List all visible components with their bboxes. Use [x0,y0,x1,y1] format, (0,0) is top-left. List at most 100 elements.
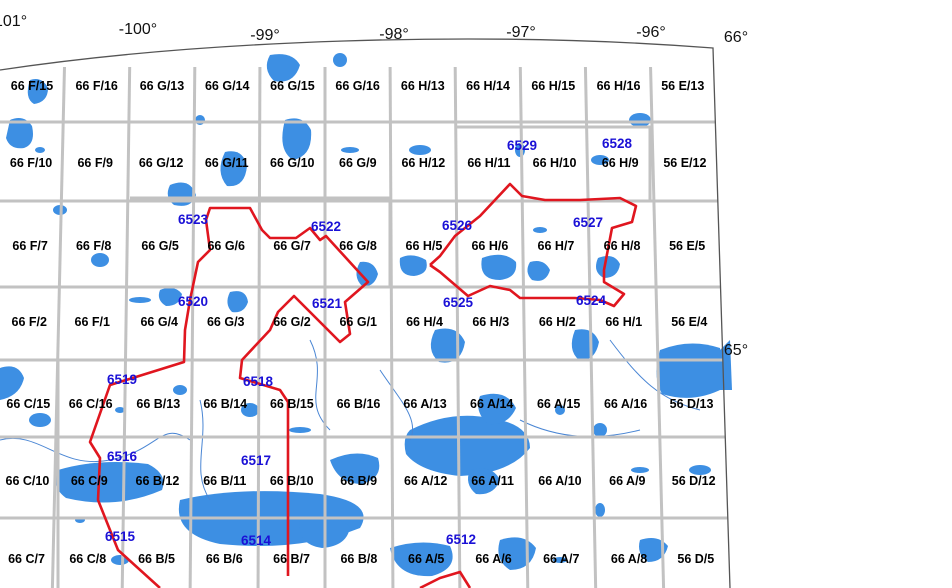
nts-tile-label: 66 H/13 [401,79,445,93]
grid-line-v-10 [649,66,666,588]
nts-tile-label: 66 A/6 [475,552,511,566]
nts-tile-label: 66 A/13 [403,397,446,411]
river-5 [379,369,414,441]
nts-tile-label: 66 A/8 [611,552,647,566]
nts-tile-label: 66 G/8 [339,239,377,253]
nts-tile-label: 66 A/9 [609,474,645,488]
nts-tile-label: 66 A/16 [604,397,647,411]
nts-tile-label: 66 H/9 [602,156,639,170]
block-border-g [130,196,392,288]
nts-tile-label: 56 D/13 [670,397,714,411]
nts-tile-label: 66 G/15 [270,79,315,93]
small-lake-3 [129,297,151,303]
nts-tile-label: 66 A/14 [470,397,513,411]
nts-tile-label: 66 B/15 [270,397,314,411]
nts-tile-label: 66 H/4 [406,315,443,329]
nts-tile-label: 66 B/6 [206,552,243,566]
nts-tile-label: 66 H/1 [605,315,642,329]
small-lake-7 [409,145,431,155]
nts-tile-label: 66 C/15 [6,397,50,411]
nts-tile-label: 66 H/8 [604,239,641,253]
nts-tile-label: 66 G/1 [339,315,377,329]
nts-tile-labels: 66 F/15 66 F/16 66 G/13 66 G/14 66 G/15 66 G/… [6,79,716,566]
nts-tile-label: 66 H/2 [539,315,576,329]
lake-9 [356,261,378,287]
map-frame [0,38,731,588]
zone-label: 6521 [312,296,343,311]
lake-17 [0,366,24,400]
nts-tile-label: 66 B/10 [270,474,314,488]
zone-label: 6529 [507,138,537,153]
grid-line-v-2 [120,66,132,588]
nts-tile-label: 66 B/9 [340,474,377,488]
nts-tile-label: 66 G/4 [140,315,178,329]
map-frame-line [0,38,731,588]
grid-line-v-3 [188,66,197,588]
nts-tile-label: 66 F/8 [76,239,111,253]
nts-tile-label: 66 C/10 [6,474,50,488]
grid-line-v-4 [256,66,262,588]
zone-label: 6524 [576,293,607,308]
nts-tile-label: 66 G/11 [205,156,249,170]
zone-label: 6523 [178,212,209,227]
small-lake-5 [333,53,347,67]
route-east [204,206,370,576]
zone-label: 6518 [243,374,274,389]
small-lake-21 [553,557,567,563]
river-2 [609,339,701,411]
nts-tile-label: 66 H/10 [533,156,577,170]
nts-tile-label: 66 A/5 [408,552,444,566]
grid-line-v-6 [388,66,395,588]
nts-tile-label: 66 G/13 [140,79,185,93]
lake-27 [639,538,668,562]
grid-line-v-8 [518,66,530,588]
lake-5 [282,118,312,160]
small-lake-10 [591,155,609,165]
zone-labels: 6523 6522 6526 6529 6528 6527 6520 6521 6525 6524… [105,136,633,548]
zone-label: 6520 [178,294,208,309]
nts-tile-label: 66 H/3 [472,315,509,329]
river-1 [309,339,331,431]
small-lake-9 [533,227,547,233]
lakes-layer [0,53,732,577]
nts-tile-label: 66 G/10 [270,156,315,170]
nts-tile-label: 66 A/15 [537,397,580,411]
small-lake-23 [29,413,51,427]
nts-tile-label: 66 H/12 [401,156,445,170]
longitude-label: 101° [0,13,27,30]
latitude-label: 66° [724,29,748,46]
nts-tile-label: 56 E/13 [661,79,704,93]
small-lake-19 [689,465,711,475]
lake-0 [6,118,33,149]
lake-14 [571,329,599,361]
nts-tile-label: 66 A/7 [543,552,579,566]
nts-tile-label: 66 B/14 [203,397,247,411]
small-lake-6 [341,147,359,153]
lake-3 [220,151,247,187]
nts-tile-label: 66 B/8 [340,552,377,566]
latitude-label: 65° [724,342,748,359]
river-4 [199,399,211,501]
nts-tile-label: 66 A/10 [538,474,581,488]
nts-tile-label: 66 B/7 [273,552,310,566]
lake-8 [399,255,427,276]
nts-tile-label: 66 F/15 [11,79,53,93]
boundary-route [88,182,638,588]
nts-tile-label: 56 D/5 [677,552,714,566]
nts-tile-label: 66 C/7 [8,552,45,566]
nts-tile-label: 66 A/11 [471,474,514,488]
nts-tile-label: 66 B/12 [136,474,180,488]
grid-line-v-9 [583,66,598,588]
small-lake-11 [629,113,651,127]
lake-20 [330,453,380,484]
nts-tile-label: 66 H/14 [466,79,510,93]
lake-21 [468,468,500,495]
nts-tile-label: 66 H/11 [467,156,510,170]
nts-tile-label: 66 G/16 [335,79,380,93]
zone-label: 6512 [446,532,476,547]
lake-15 [656,343,724,398]
nts-tile-label: 66 A/12 [404,474,447,488]
block-border-h [457,125,652,201]
small-lake-17 [593,423,607,437]
map-grid [0,66,728,588]
